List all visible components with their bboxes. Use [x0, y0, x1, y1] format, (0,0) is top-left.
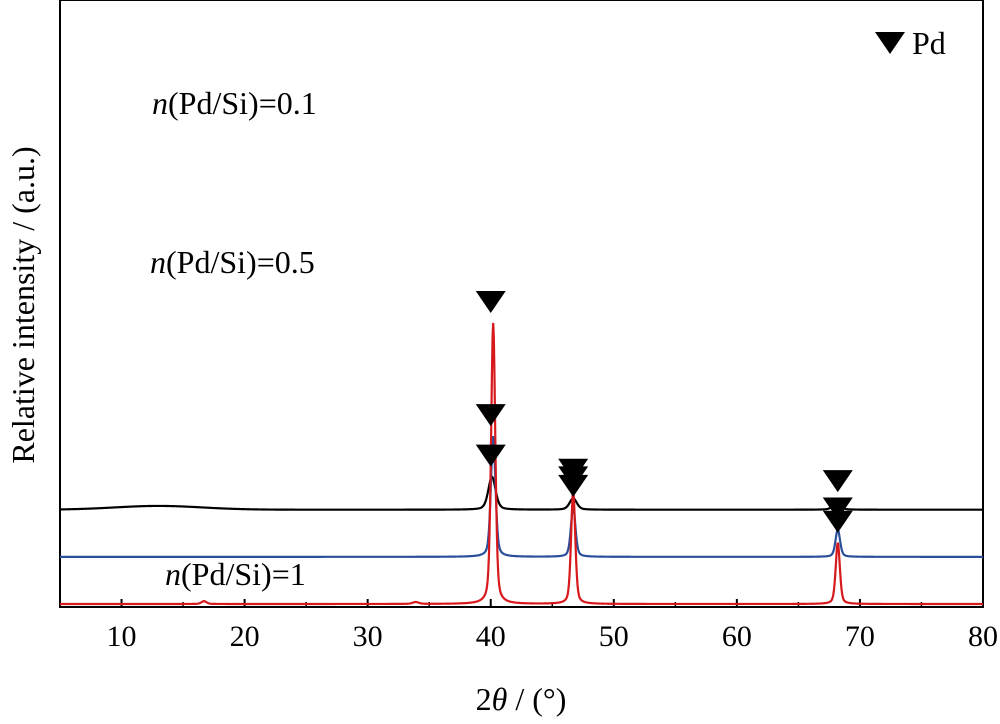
- x-axis-ticks: 10 20 30 40 50 60 70 80: [107, 599, 998, 653]
- x-tick-label: 10: [107, 620, 137, 653]
- series-labels: n(Pd/Si)=0.1 n(Pd/Si)=0.5 n(Pd/Si)=1: [150, 85, 317, 592]
- series-line: [60, 435, 983, 558]
- y-axis-title: Relative intensity / (a.u.): [5, 146, 41, 463]
- series-label: n(Pd/Si)=1: [165, 556, 306, 592]
- pd-peak-marker: [475, 404, 506, 427]
- x-tick-label: 20: [230, 620, 260, 653]
- peak-markers: [475, 290, 853, 533]
- pd-peak-marker: [558, 474, 589, 497]
- x-axis-title: 2θ / (°): [476, 681, 567, 717]
- x-tick-label: 40: [476, 620, 506, 653]
- pd-peak-marker: [822, 510, 853, 533]
- series-layer: [59, 322, 983, 606]
- series-line: [59, 475, 983, 511]
- x-tick-label: 60: [722, 620, 752, 653]
- series-line: [60, 322, 983, 606]
- x-tick-label: 70: [845, 620, 875, 653]
- series-label: n(Pd/Si)=0.1: [152, 85, 317, 121]
- x-tick-label: 50: [599, 620, 629, 653]
- pd-peak-marker: [822, 497, 853, 520]
- x-tick-label: 30: [353, 620, 383, 653]
- pd-peak-marker: [822, 470, 853, 493]
- legend-label: Pd: [912, 25, 946, 61]
- pd-peak-marker: [475, 444, 506, 467]
- pd-peak-marker: [558, 458, 589, 481]
- plot-frame: [59, 0, 984, 608]
- legend: Pd: [875, 25, 946, 61]
- legend-marker-pd: [875, 32, 905, 54]
- pd-peak-marker: [475, 290, 506, 313]
- series-label: n(Pd/Si)=0.5: [150, 244, 315, 280]
- x-tick-label: 80: [968, 620, 998, 653]
